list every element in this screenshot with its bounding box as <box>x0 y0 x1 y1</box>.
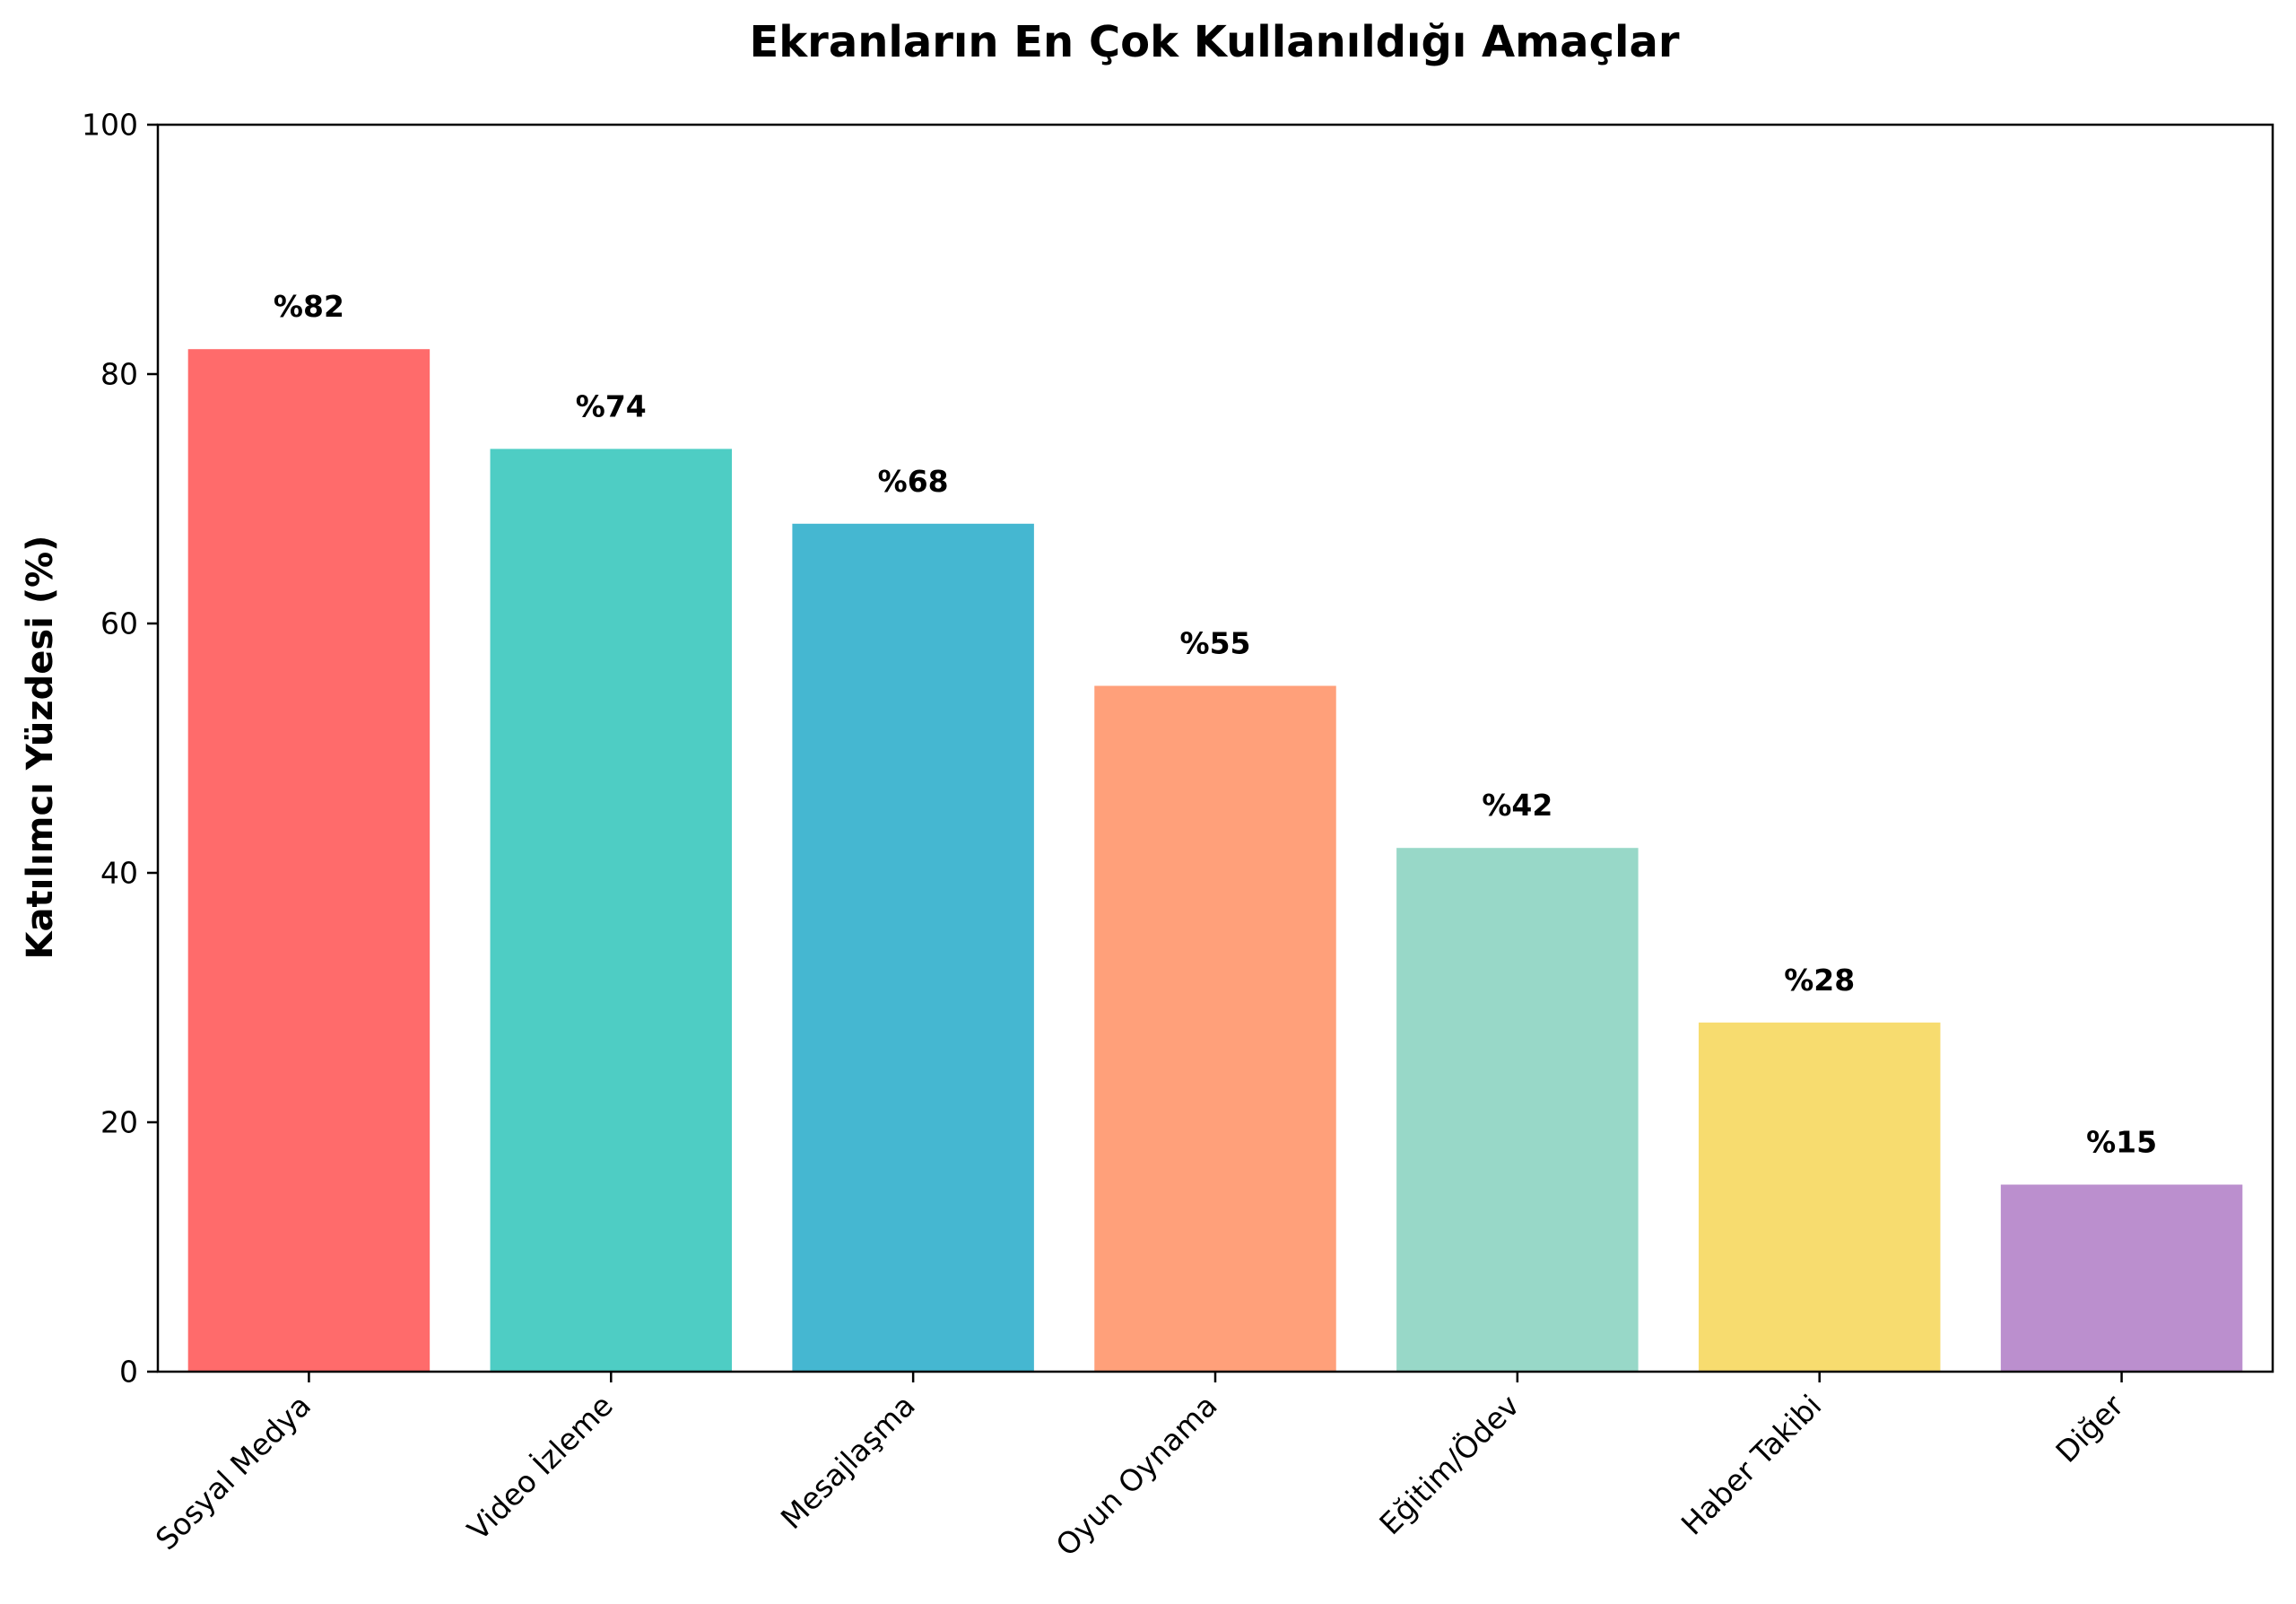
value-label: %82 <box>274 289 344 324</box>
bar <box>187 349 430 1373</box>
bar <box>2000 1184 2243 1372</box>
bar <box>490 449 733 1372</box>
bars-group <box>187 349 2243 1373</box>
plot-frame <box>156 123 2274 1373</box>
value-label: %68 <box>878 464 949 499</box>
y-tick-label: 60 <box>100 606 138 641</box>
value-label: %15 <box>2086 1125 2157 1160</box>
y-axis-label: Katılımcı Yüzdesi (%) <box>20 536 61 960</box>
y-tick-label: 80 <box>100 357 138 392</box>
value-label: %42 <box>1482 788 1552 823</box>
chart-title: Ekranların En Çok Kullanıldığı Amaçlar <box>749 17 1679 67</box>
y-axis-ticks: 0 20 40 60 80 100 <box>82 108 158 1390</box>
y-tick-label: 100 <box>82 108 138 143</box>
value-label: %28 <box>1784 963 1855 998</box>
bar <box>1698 1022 1941 1372</box>
bar <box>1094 685 1336 1372</box>
bar <box>792 523 1034 1372</box>
value-label: %55 <box>1180 626 1251 661</box>
y-tick-label: 20 <box>100 1105 138 1140</box>
bar <box>1396 848 1639 1372</box>
value-label: %74 <box>576 388 647 423</box>
value-labels-group: %82 %74 %68 %55 %42 %28 %15 <box>274 289 2157 1159</box>
y-tick-label: 40 <box>100 856 138 891</box>
y-tick-label: 0 <box>119 1355 138 1390</box>
